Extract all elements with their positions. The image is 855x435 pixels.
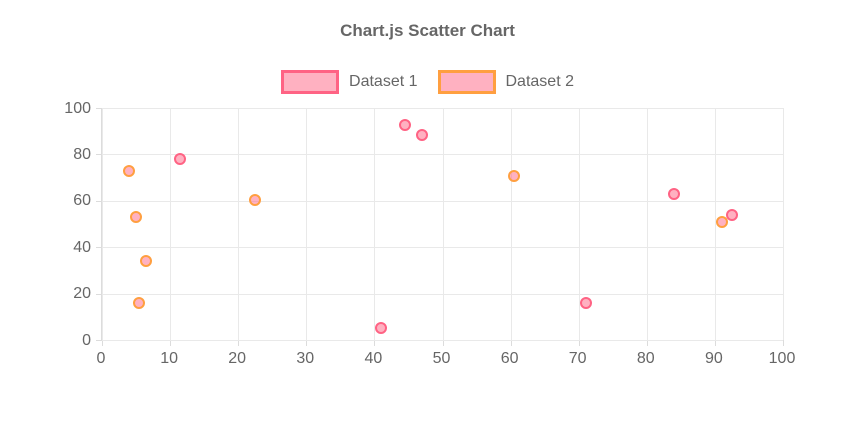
scatter-point-dataset-1[interactable] [174,153,187,166]
x-tick-label: 30 [296,350,315,367]
y-gridline [102,154,783,156]
y-tick-mark [96,154,102,156]
x-tick-mark [102,340,103,346]
x-tick-mark [646,340,648,346]
scatter-point-dataset-2[interactable] [140,255,153,268]
x-gridline [374,108,376,340]
y-tick-label: 0 [82,331,91,349]
x-tick-label: 50 [432,350,451,367]
x-tick-label: 100 [768,350,796,367]
x-tick-label: 70 [568,350,587,367]
plot-area [96,108,784,346]
legend-swatch-icon [437,70,496,94]
x-tick-label: 20 [228,350,247,367]
legend-label: Dataset 2 [505,73,574,90]
y-tick-label: 60 [73,192,91,210]
y-tick-label: 80 [73,145,91,163]
y-gridline [102,108,783,109]
x-tick-label: 10 [160,350,178,367]
x-tick-mark [783,340,784,346]
y-gridline [102,340,783,341]
scatter-point-dataset-2[interactable] [508,170,520,183]
x-tick-mark [510,340,512,346]
x-tick-mark [442,340,444,346]
legend: Dataset 1 Dataset 2 [0,70,855,94]
scatter-point-dataset-1[interactable] [399,119,412,132]
legend-swatch-icon [281,70,340,94]
x-gridline [238,108,240,340]
y-gridline [102,293,783,295]
legend-item-dataset-1[interactable]: Dataset 1 [281,70,418,94]
scatter-point-dataset-1[interactable] [416,128,429,141]
scatter-point-dataset-1[interactable] [579,296,592,309]
y-tick-mark [96,247,102,249]
y-tick-mark [96,200,102,202]
x-tick-mark [170,340,172,346]
x-tick-mark [578,340,580,346]
scatter-point-dataset-1[interactable] [375,322,388,335]
x-gridline [646,108,648,340]
x-tick-mark [238,340,240,346]
legend-label: Dataset 1 [349,73,418,90]
scatter-point-dataset-1[interactable] [668,187,681,200]
x-gridline [442,108,444,340]
x-tick-mark [306,340,308,346]
x-tick-mark [374,340,376,346]
x-tick-mark [714,340,716,346]
y-gridline [102,200,783,202]
y-tick-label: 100 [64,99,91,117]
y-tick-mark [96,108,102,109]
scatter-point-dataset-1[interactable] [725,208,738,221]
y-tick-mark [96,340,102,341]
x-gridline [510,108,512,340]
y-tick-mark [96,293,102,295]
scatter-point-dataset-2[interactable] [123,164,136,177]
y-tick-label: 40 [73,238,91,256]
legend-item-dataset-2[interactable]: Dataset 2 [437,70,574,94]
x-gridline [170,108,172,340]
scatter-point-dataset-2[interactable] [133,296,146,309]
x-tick-label: 80 [636,350,655,367]
x-gridline [306,108,308,340]
chart-title: Chart.js Scatter Chart [340,21,515,40]
x-gridline [783,108,784,340]
scatter-point-dataset-2[interactable] [715,215,728,228]
x-tick-label: 0 [96,350,106,367]
scatter-point-dataset-2[interactable] [130,211,143,224]
x-gridline [102,108,103,340]
scatter-point-dataset-2[interactable] [249,193,262,206]
x-gridline [714,108,716,340]
x-tick-label: 40 [364,350,383,367]
y-tick-label: 20 [73,285,91,303]
x-gridline [578,108,580,340]
y-gridline [102,247,783,249]
x-tick-label: 60 [500,350,519,367]
x-tick-label: 90 [704,350,723,367]
